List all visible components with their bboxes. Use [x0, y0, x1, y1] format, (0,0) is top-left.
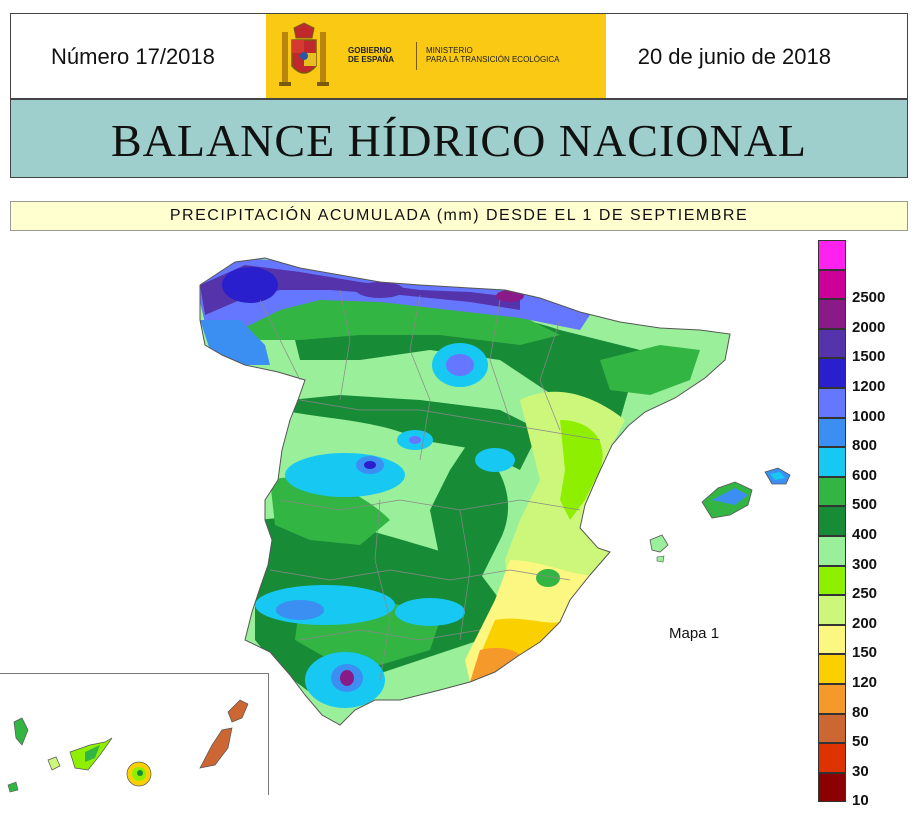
legend-label: 2500 [852, 289, 886, 307]
page-title: BALANCE HÍDRICO NACIONAL [110, 115, 808, 166]
legend-swatch [818, 684, 846, 714]
legend-swatch [818, 595, 846, 625]
legend-swatch [818, 447, 846, 477]
legend-label: 800 [852, 437, 878, 455]
coat-of-arms-icon [279, 22, 329, 86]
legend-swatch [818, 299, 846, 329]
legend-swatch [818, 772, 846, 803]
legend-label: 150 [852, 644, 878, 662]
legend-label: 2000 [852, 318, 886, 336]
government-logo-block: Gobierno de España Ministerio para la Tr… [266, 14, 606, 98]
gov-line1: Gobierno [348, 46, 392, 55]
legend-label: 600 [852, 466, 878, 484]
legend-swatch [818, 388, 846, 418]
canary-inset-frame [0, 673, 269, 795]
legend-swatch [818, 654, 846, 684]
map-label: Mapa 1 [669, 625, 720, 642]
legend-label: 200 [852, 614, 878, 632]
gov-line2: de España [348, 55, 395, 64]
ministry-line1: Ministerio [426, 46, 473, 55]
legend-swatch [818, 476, 846, 507]
legend-swatch [818, 624, 846, 655]
legend-swatch [818, 269, 846, 300]
legend-label: 1200 [852, 378, 886, 395]
header: Número 17/2018 Gobierno de España Minist… [10, 13, 908, 99]
publication-date: 20 de junio de 2018 [637, 44, 831, 69]
ministry-line2: para la Transición Ecológica [426, 55, 560, 64]
legend-label: 300 [852, 555, 878, 573]
legend-swatch [818, 713, 846, 744]
legend-label: 500 [852, 496, 878, 514]
peninsula-outline [199, 257, 731, 726]
balearic-islands [649, 467, 791, 563]
title-banner: BALANCE HÍDRICO NACIONAL [10, 99, 908, 178]
legend-label: 250 [852, 585, 878, 603]
canary-islands [7, 699, 249, 793]
legend-swatch [818, 417, 846, 448]
legend-swatch [818, 743, 846, 773]
legend-label: 10 [852, 792, 869, 810]
precipitation-map [7, 257, 791, 793]
legend-label: 400 [852, 526, 878, 543]
peninsula-region [200, 258, 730, 725]
province-borders [259, 289, 601, 681]
subtitle-bar: PRECIPITACIÓN ACUMULADA (mm) DESDE EL 1 … [10, 201, 908, 231]
map-subtitle: PRECIPITACIÓN ACUMULADA (mm) DESDE EL 1 … [169, 207, 749, 224]
legend-swatch [818, 506, 846, 536]
logo-divider [416, 42, 417, 70]
legend-label: 30 [852, 762, 869, 780]
legend-swatch [818, 565, 846, 596]
legend-swatch [818, 536, 846, 566]
legend-label: 120 [852, 674, 878, 691]
legend-label: 80 [852, 703, 869, 721]
legend-label: 1500 [852, 348, 886, 366]
legend-swatch [818, 328, 846, 359]
legend-label: 50 [852, 733, 869, 751]
legend-label: 1000 [852, 407, 886, 425]
legend-swatch [818, 240, 846, 270]
legend-swatch [818, 358, 846, 388]
issue-number: Número 17/2018 [51, 44, 215, 69]
